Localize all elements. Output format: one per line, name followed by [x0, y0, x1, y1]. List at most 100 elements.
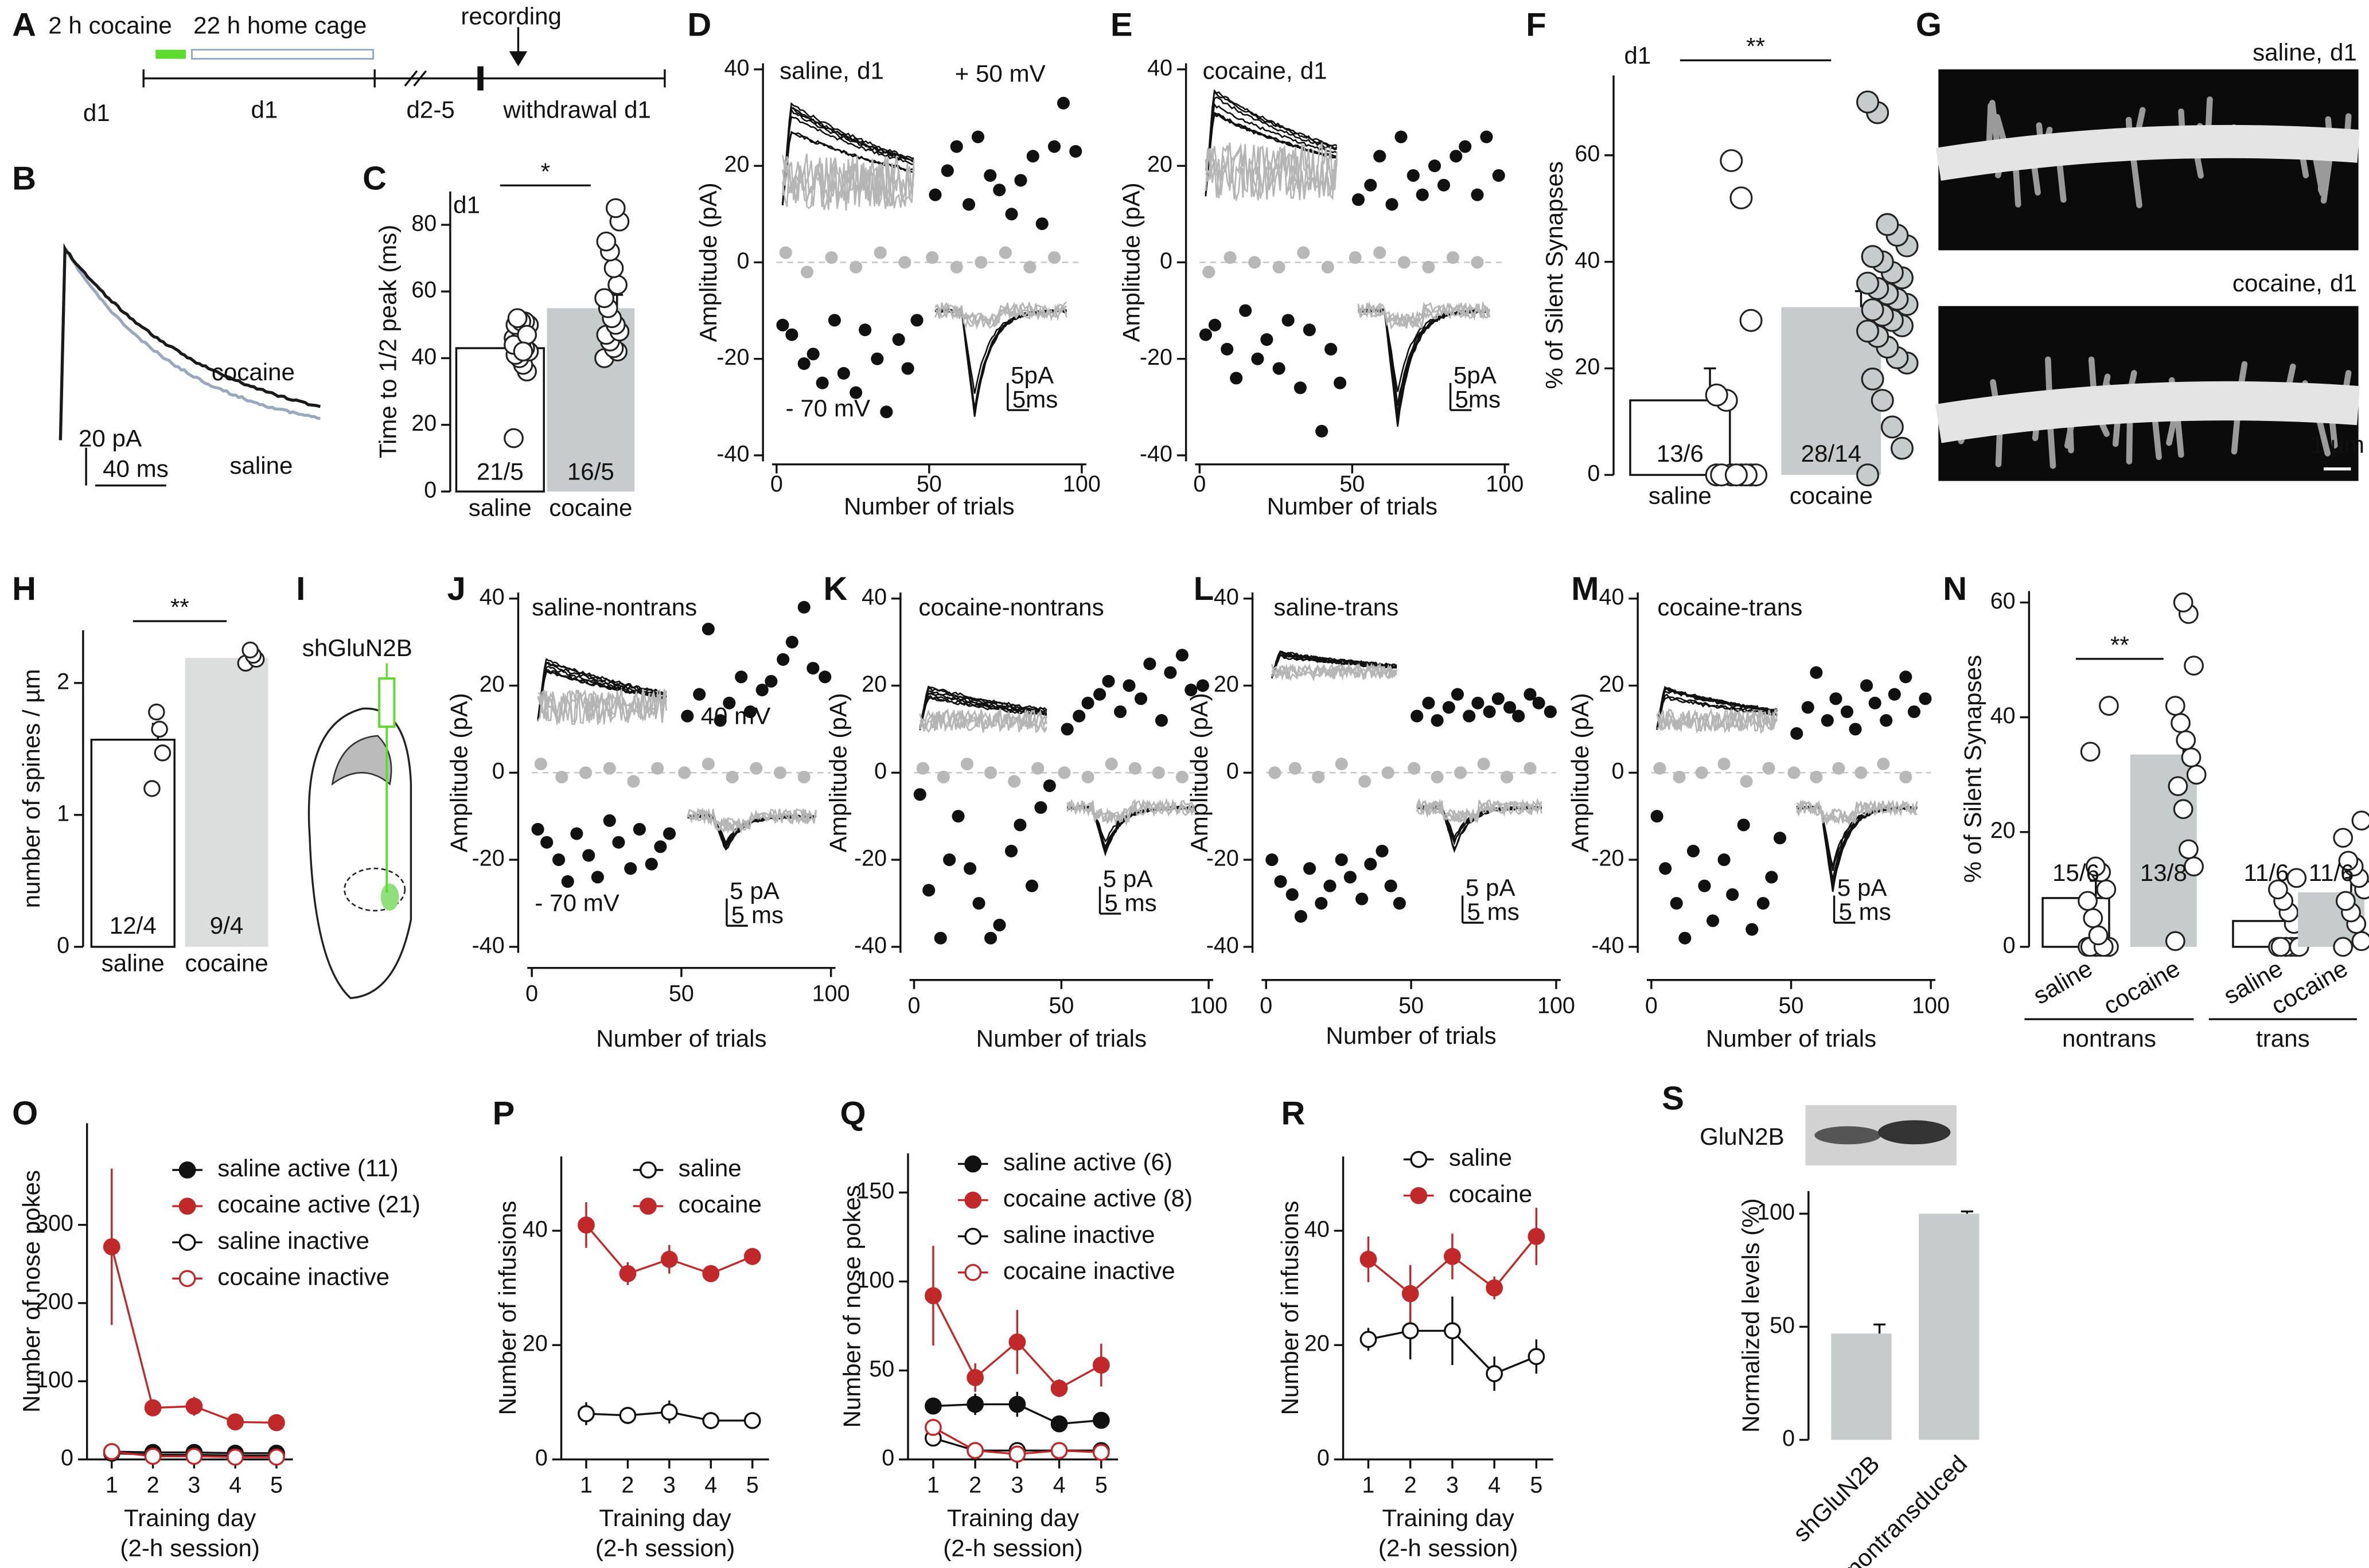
data-point	[1092, 1411, 1110, 1429]
data-point	[714, 714, 727, 727]
trace-sweep	[687, 807, 817, 834]
data-point	[1102, 674, 1115, 688]
data-point	[2176, 730, 2196, 751]
trace-sweep	[782, 102, 914, 204]
data-point	[596, 231, 617, 252]
data-point	[2333, 937, 2354, 957]
blot-band	[1814, 1126, 1881, 1145]
trace-sweep	[537, 665, 667, 720]
data-point	[1861, 367, 1884, 391]
y-tick-label: 60	[1990, 588, 2016, 614]
data-point	[582, 849, 595, 862]
x-tick-label: 2	[147, 1472, 159, 1497]
data-point	[1486, 1279, 1503, 1297]
scale-label: 5pA	[1454, 361, 1497, 388]
y-tick-label: 0	[1611, 759, 1624, 784]
data-point	[1272, 362, 1285, 375]
data-point	[1373, 150, 1386, 163]
y-axis-label: number of spines / µm	[18, 669, 45, 908]
y-tick-label: 20	[480, 672, 505, 697]
data-point	[1411, 709, 1424, 723]
data-point	[603, 762, 616, 775]
data-point	[1005, 208, 1018, 221]
data-point	[1043, 779, 1056, 793]
data-point	[1152, 766, 1165, 779]
y-tick-label: 0	[1317, 1445, 1330, 1471]
x-axis-label: Number of trials	[1706, 1025, 1876, 1052]
y-axis-label: Amplitude (pA)	[1118, 182, 1145, 342]
x-axis-label: (2-h session)	[1378, 1535, 1518, 1562]
data-point	[1832, 762, 1845, 775]
trace-label: saline	[229, 452, 293, 479]
annotation: - 70 mV	[786, 395, 871, 422]
x-tick-label: cocaine	[185, 950, 268, 977]
trace-sweep	[1205, 111, 1337, 196]
panel-letter: M	[1571, 571, 1599, 607]
data-point	[1208, 318, 1222, 331]
data-point	[507, 308, 528, 329]
legend-label: cocaine	[679, 1191, 762, 1218]
data-point	[975, 256, 988, 269]
data-point	[1810, 666, 1823, 679]
data-point	[825, 251, 838, 264]
data-point	[916, 762, 929, 775]
data-point	[1335, 758, 1348, 771]
data-point	[517, 325, 537, 345]
data-point	[1739, 309, 1763, 332]
y-tick-label: 40	[1304, 1216, 1330, 1242]
data-point	[1810, 770, 1823, 783]
data-point	[2268, 879, 2288, 900]
panel-letter: R	[1281, 1095, 1306, 1132]
dendrite	[1935, 381, 2360, 443]
data-point	[2351, 931, 2369, 951]
data-point	[1856, 90, 1880, 114]
data-point	[268, 1448, 285, 1466]
data-point	[227, 1448, 244, 1466]
data-point	[1143, 657, 1156, 670]
y-tick-label: 20	[1575, 354, 1600, 380]
data-point	[660, 1403, 678, 1421]
trace-sweep	[934, 302, 1067, 329]
data-point	[2099, 696, 2119, 716]
y-tick-label: -20	[1591, 846, 1624, 871]
data-point	[1528, 1228, 1545, 1245]
trace-label: cocaine	[212, 358, 295, 385]
data-point	[144, 1399, 162, 1417]
data-point	[1128, 762, 1141, 775]
data-point	[1856, 463, 1880, 487]
data-point	[1315, 424, 1328, 438]
y-tick-label: 200	[36, 1289, 73, 1315]
x-axis-label: (2-h session)	[595, 1535, 735, 1562]
data-point	[1050, 1442, 1068, 1460]
y-tick-label: 20	[1990, 818, 2016, 843]
scale-label: 5 pA	[1837, 874, 1887, 901]
y-tick-label: 60	[411, 278, 437, 303]
y-tick-label: 40	[1599, 584, 1624, 610]
data-point	[552, 853, 566, 867]
trace-sweep	[1205, 142, 1338, 202]
data-point	[1729, 186, 1753, 210]
panel-letter: O	[12, 1095, 38, 1132]
data-point	[950, 140, 963, 153]
data-point	[1394, 130, 1408, 143]
data-point	[1312, 770, 1325, 783]
data-point	[765, 674, 778, 688]
data-point	[1175, 770, 1189, 783]
legend-marker	[178, 1161, 196, 1179]
y-tick-label: -40	[1140, 441, 1172, 466]
data-point	[726, 770, 739, 783]
trace-sweep	[537, 658, 667, 721]
data-point	[2086, 856, 2106, 877]
annotation: - 70 mV	[535, 889, 619, 916]
x-tick-label: 0	[1260, 993, 1272, 1019]
trace-sweep	[687, 807, 817, 833]
y-axis-label: Amplitude (pA)	[445, 693, 472, 852]
data-point	[1359, 1331, 1377, 1348]
y-axis-label: Number of infusions	[1276, 1201, 1303, 1415]
panel-letter: C	[363, 161, 387, 197]
dendrite	[1935, 124, 2360, 181]
data-point	[2083, 908, 2103, 929]
data-point	[755, 684, 769, 697]
panel-title: cocaine-trans	[1657, 594, 1802, 621]
data-point	[702, 622, 715, 635]
